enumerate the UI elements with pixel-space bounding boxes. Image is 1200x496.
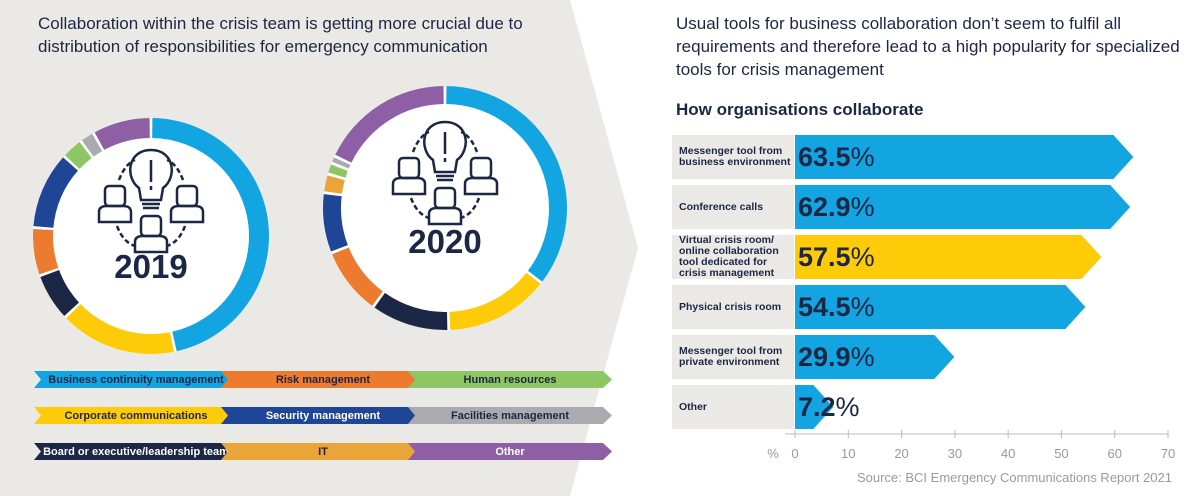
x-tick-label: 10 xyxy=(841,446,856,461)
donut-2019: 2019 xyxy=(33,118,269,354)
donut-segment xyxy=(323,194,348,252)
bar-category-label: Other xyxy=(672,385,794,429)
legend-item: Human resources xyxy=(408,371,612,388)
donut-segment xyxy=(324,175,345,194)
donut-segment xyxy=(335,86,444,163)
donut-segment xyxy=(94,118,150,150)
team-lightbulb-icon xyxy=(97,148,205,254)
legend-item: Facilities management xyxy=(408,407,612,424)
x-tick-label: 0 xyxy=(791,446,799,461)
percent-sign: % xyxy=(850,142,875,172)
bar-category-label: Messenger tool from private environment xyxy=(672,335,794,379)
donut-segment xyxy=(33,228,59,275)
legend-item: IT xyxy=(221,443,425,460)
x-tick-label: 70 xyxy=(1160,446,1176,461)
x-tick-label: 60 xyxy=(1107,446,1122,461)
legend-item: Risk management xyxy=(221,371,425,388)
legend-item: Other xyxy=(408,443,612,460)
percent-sign: % xyxy=(835,392,860,422)
donut-segment xyxy=(332,157,351,169)
donut-segment xyxy=(64,142,92,169)
bar xyxy=(795,235,1101,279)
bar xyxy=(795,185,1130,229)
donut-segment xyxy=(152,118,269,352)
percent-sign: % xyxy=(850,292,875,322)
bar-category-label: Virtual crisis room/ online collaboratio… xyxy=(672,235,794,279)
donut-year-label: 2019 xyxy=(114,248,187,285)
donut-2020: 2020 xyxy=(323,86,567,330)
x-tick-label: 20 xyxy=(894,446,909,461)
bar-category-label: Messenger tool from business environment xyxy=(672,135,794,179)
legend-item: Business continuity management xyxy=(34,371,238,388)
percent-sign: % xyxy=(850,192,875,222)
x-tick-label: 50 xyxy=(1054,446,1069,461)
donut-segment xyxy=(374,292,448,330)
legend-item: Security management xyxy=(221,407,425,424)
bar xyxy=(795,335,954,379)
legend-item: Board or executive/leadership team xyxy=(34,443,238,460)
percent-sign: % xyxy=(850,242,875,272)
donut-segment xyxy=(328,164,348,178)
bar-value-label: 54.5% xyxy=(798,292,875,322)
bar-chart-title: How organisations collaborate xyxy=(676,100,924,119)
donut-year-label: 2020 xyxy=(408,223,481,260)
source-note: Source: BCI Emergency Communications Rep… xyxy=(856,470,1172,485)
bar xyxy=(795,285,1085,329)
percent-sign: % xyxy=(850,342,875,372)
bar-value-label: 7.2% xyxy=(798,392,860,422)
donut-segment xyxy=(81,133,103,157)
donut-segment xyxy=(446,86,567,282)
x-axis-label: % xyxy=(767,446,779,461)
right-headline: Usual tools for business collaboration d… xyxy=(676,14,1180,79)
donut-segment xyxy=(33,157,78,228)
bar-value-label: 57.5% xyxy=(798,242,875,272)
x-tick-label: 40 xyxy=(1000,446,1016,461)
bar xyxy=(795,135,1133,179)
donut-segment xyxy=(40,270,79,317)
bar-value-label: 63.5% xyxy=(798,142,875,172)
team-lightbulb-icon xyxy=(391,120,499,226)
donut-segment xyxy=(332,247,383,306)
x-tick-label: 30 xyxy=(947,446,963,461)
left-headline: Collaboration within the crisis team is … xyxy=(38,14,523,56)
bar-value-label: 62.9% xyxy=(798,192,875,222)
bar-category-label: Conference calls xyxy=(672,185,794,229)
bar-category-label: Physical crisis room xyxy=(672,285,794,329)
donut-segment xyxy=(66,304,174,354)
bar-value-label: 29.9% xyxy=(798,342,875,372)
legend-item: Corporate communications xyxy=(34,407,238,424)
donut-segment xyxy=(449,272,541,330)
